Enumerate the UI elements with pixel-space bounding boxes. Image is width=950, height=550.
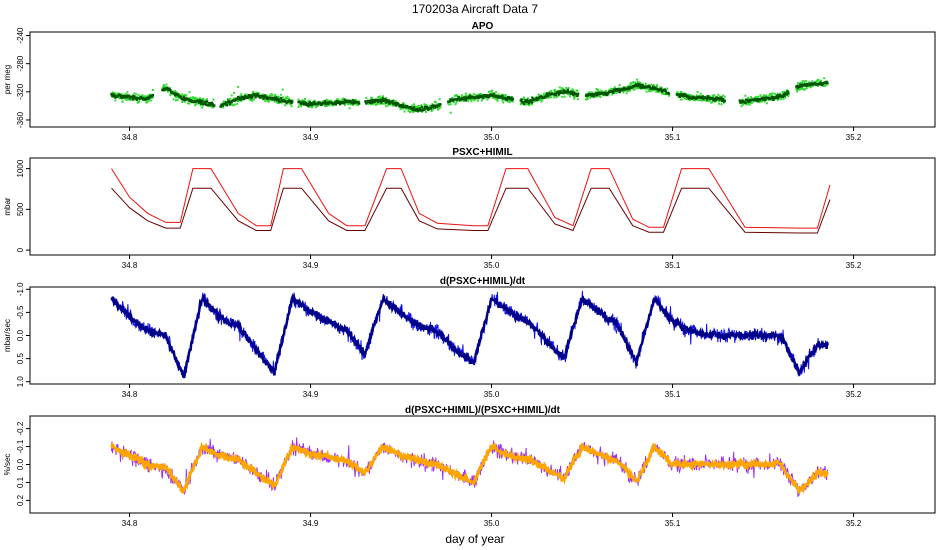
y-tick-label: 1000 (16, 159, 25, 177)
series-himil-line (111, 168, 831, 229)
x-tick-label: 35.0 (484, 519, 500, 528)
y-tick-label: 0 (16, 247, 25, 252)
x-tick-label: 34.9 (303, 261, 319, 270)
y-tick-label: -360 (16, 111, 25, 128)
x-tick-label: 35.1 (665, 390, 681, 399)
x-tick-label: 35.2 (846, 390, 862, 399)
x-tick-label: 35.2 (846, 133, 862, 142)
panel-4: d(PSXC+HIMIL)/(PSXC+HIMIL)/dt %/sec 34.8 34… (3, 405, 936, 528)
plot-area (111, 168, 831, 234)
panel-frame (29, 31, 936, 128)
series-rate-dark-line (110, 292, 829, 379)
y-tick-label: -280 (16, 55, 25, 72)
x-tick-label: 35.1 (665, 133, 681, 142)
y-axis-label: mbar (3, 197, 12, 216)
x-tick-label: 35.2 (846, 519, 862, 528)
y-tick-label: -0.5 (16, 305, 25, 319)
y-tick-label: -1.0 (16, 282, 25, 296)
x-tick-label: 34.8 (122, 390, 138, 399)
panel-3: d(PSXC+HIMIL)/dt mbar/sec 34.8 34.9 35.0 35.1… (3, 276, 936, 399)
plot-area (110, 437, 829, 498)
y-tick-label: 0.0 (16, 329, 25, 341)
y-tick-label: 500 (16, 202, 25, 216)
series-apo-dark-points (110, 80, 829, 113)
y-axis-label: %/sec (3, 454, 12, 476)
y-tick-label: -0.2 (16, 421, 25, 435)
y-axis-label: per meg (3, 65, 12, 94)
figure-title: 170203a Aircraft Data 7 (412, 2, 538, 16)
series-rate-dark-line (110, 441, 829, 495)
panel-frame (29, 415, 936, 514)
panel-title: PSXC+HIMIL (452, 147, 512, 158)
panel-title: APO (472, 21, 494, 32)
x-tick-label: 34.8 (122, 133, 138, 142)
series-psxc-line (111, 187, 831, 234)
x-tick-label: 35.1 (665, 519, 681, 528)
panel-title: d(PSXC+HIMIL)/(PSXC+HIMIL)/dt (405, 405, 561, 416)
panel-2: PSXC+HIMIL mbar 34.8 34.9 35.0 35.1 35.2 0 500 10… (3, 147, 936, 270)
panel-title: d(PSXC+HIMIL)/dt (440, 276, 526, 287)
y-tick-label: 1.0 (16, 376, 25, 388)
x-tick-label: 35.0 (484, 133, 500, 142)
y-axis-label: mbar/sec (3, 319, 12, 352)
x-tick-label: 35.0 (484, 261, 500, 270)
plot-area (110, 77, 829, 114)
x-tick-label: 34.8 (122, 261, 138, 270)
x-tick-label: 34.8 (122, 519, 138, 528)
y-tick-label: 0.0 (16, 458, 25, 470)
y-tick-label: -0.1 (16, 439, 25, 453)
plot-area (110, 290, 829, 379)
x-tick-label: 35.2 (846, 261, 862, 270)
y-tick-label: 0.1 (16, 476, 25, 488)
panels: APO per meg 34.8 34.9 35.0 35.1 35.2 -240 -280 -3… (3, 21, 936, 528)
y-tick-label: -320 (16, 83, 25, 100)
x-axis-label: day of year (445, 532, 504, 546)
x-tick-label: 35.1 (665, 261, 681, 270)
x-tick-label: 35.0 (484, 390, 500, 399)
y-tick-label: 0.2 (16, 494, 25, 506)
y-tick-label: 0.5 (16, 352, 25, 364)
x-tick-label: 34.9 (303, 390, 319, 399)
x-tick-label: 34.9 (303, 519, 319, 528)
y-tick-label: -240 (16, 27, 25, 44)
panel-frame (29, 286, 936, 385)
x-tick-label: 34.9 (303, 133, 319, 142)
panel-1: APO per meg 34.8 34.9 35.0 35.1 35.2 -240 -280 -3… (3, 21, 936, 142)
panel-frame (29, 157, 936, 256)
